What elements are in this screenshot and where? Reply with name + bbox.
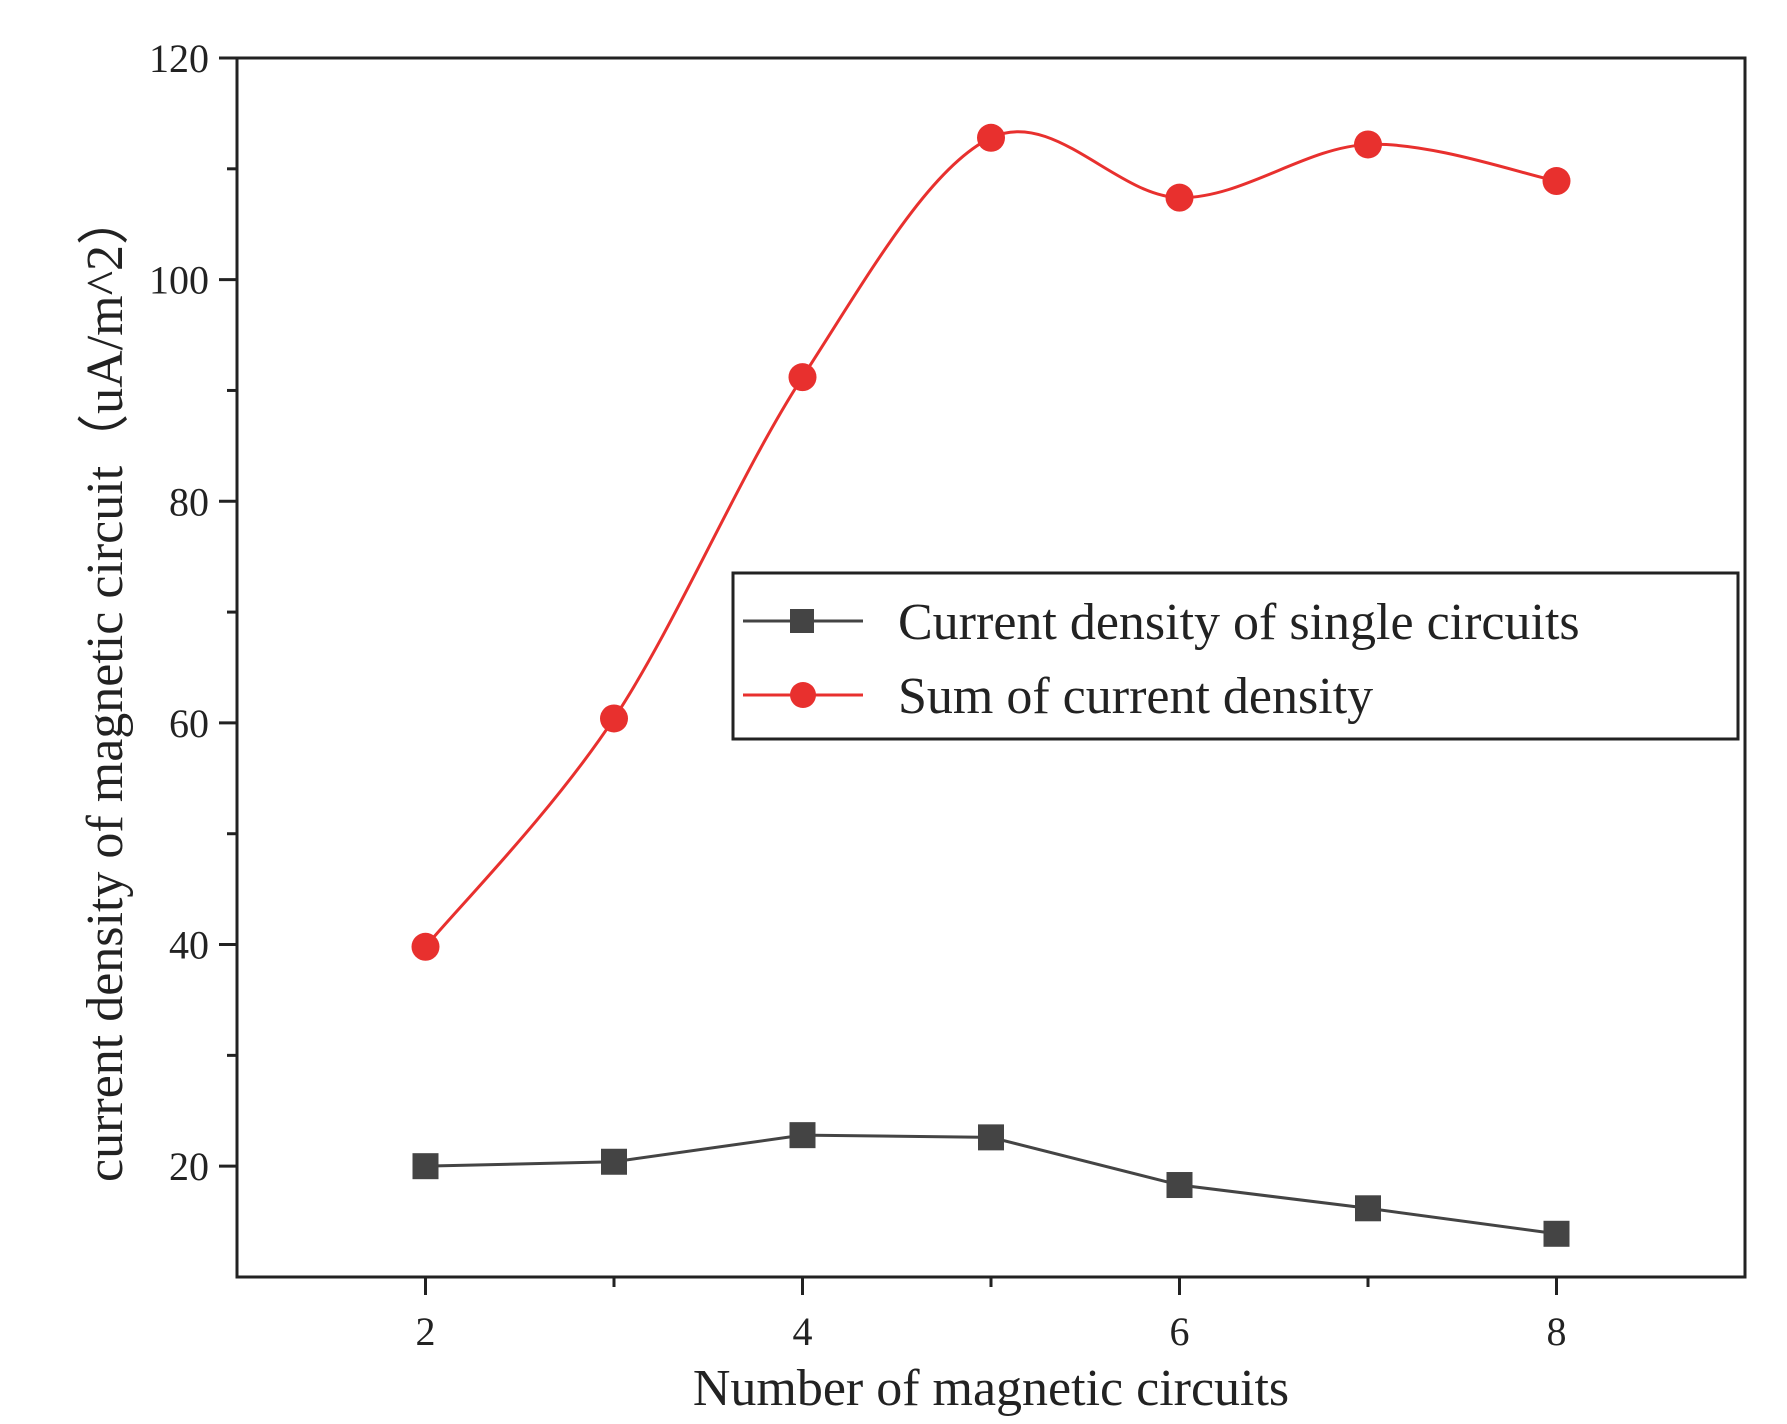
y-tick-label: 80 bbox=[169, 479, 209, 524]
x-axis-title: Number of magnetic circuits bbox=[693, 1360, 1289, 1417]
series-layer bbox=[411, 123, 1571, 1247]
axes: 2 4 6 8 20 40 60 80 100 120 bbox=[149, 36, 1747, 1354]
x-tick-label: 6 bbox=[1170, 1309, 1190, 1354]
x-tick-label: 2 bbox=[416, 1309, 436, 1354]
data-point-circle bbox=[411, 932, 440, 961]
y-tick-label: 120 bbox=[149, 36, 209, 81]
series-line bbox=[424, 130, 1557, 948]
data-point-square bbox=[1166, 1172, 1193, 1199]
data-point-circle bbox=[788, 363, 817, 392]
legend-marker-circle bbox=[790, 682, 816, 708]
y-tick-label: 60 bbox=[169, 701, 209, 746]
legend-item: Sum of current density bbox=[743, 668, 1373, 725]
data-point-circle bbox=[600, 704, 628, 733]
y-tick-label: 40 bbox=[169, 923, 209, 968]
data-point-square bbox=[601, 1148, 627, 1175]
legend: Current density of single circuits Sum of… bbox=[731, 571, 1740, 741]
data-point-circle bbox=[1165, 183, 1194, 212]
legend-item: Current density of single circuits bbox=[743, 594, 1580, 651]
data-point-circle bbox=[1354, 130, 1382, 159]
y-tick-label: 100 bbox=[149, 258, 209, 303]
series-1 bbox=[412, 1122, 1570, 1247]
series-2 bbox=[411, 123, 1571, 961]
legend-label: Sum of current density bbox=[898, 668, 1373, 725]
data-point-square bbox=[978, 1124, 1004, 1151]
y-tick-label: 20 bbox=[169, 1144, 209, 1189]
legend-label: Current density of single circuits bbox=[898, 594, 1580, 651]
data-point-circle bbox=[977, 123, 1005, 152]
x-tick-label: 4 bbox=[793, 1309, 813, 1354]
data-point-square bbox=[412, 1153, 439, 1180]
data-point-square bbox=[1543, 1220, 1570, 1247]
legend-box bbox=[731, 571, 1740, 741]
data-point-square bbox=[1355, 1195, 1381, 1222]
y-axis-title: current density of magnetic circuit（uA/m… bbox=[77, 193, 134, 1182]
data-point-square bbox=[789, 1122, 816, 1149]
legend-marker-square bbox=[790, 609, 814, 633]
x-tick-label: 8 bbox=[1547, 1309, 1567, 1354]
data-point-circle bbox=[1542, 167, 1571, 196]
